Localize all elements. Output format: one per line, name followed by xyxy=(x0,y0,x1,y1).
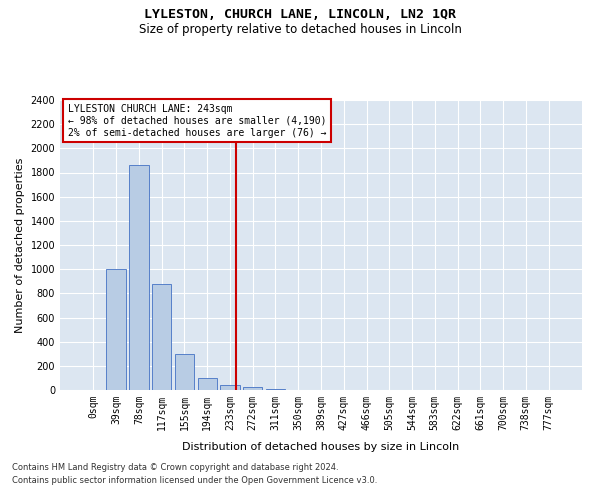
Text: Contains HM Land Registry data © Crown copyright and database right 2024.: Contains HM Land Registry data © Crown c… xyxy=(12,464,338,472)
Y-axis label: Number of detached properties: Number of detached properties xyxy=(15,158,25,332)
Text: LYLESTON CHURCH LANE: 243sqm
← 98% of detached houses are smaller (4,190)
2% of : LYLESTON CHURCH LANE: 243sqm ← 98% of de… xyxy=(68,104,326,138)
Bar xyxy=(197,378,217,390)
Bar xyxy=(220,385,239,390)
Text: Distribution of detached houses by size in Lincoln: Distribution of detached houses by size … xyxy=(182,442,460,452)
Bar xyxy=(175,354,194,390)
Bar xyxy=(152,284,172,390)
Bar xyxy=(243,387,262,390)
Text: Size of property relative to detached houses in Lincoln: Size of property relative to detached ho… xyxy=(139,22,461,36)
Bar xyxy=(129,165,149,390)
Text: LYLESTON, CHURCH LANE, LINCOLN, LN2 1QR: LYLESTON, CHURCH LANE, LINCOLN, LN2 1QR xyxy=(144,8,456,20)
Text: Contains public sector information licensed under the Open Government Licence v3: Contains public sector information licen… xyxy=(12,476,377,485)
Bar xyxy=(106,269,126,390)
